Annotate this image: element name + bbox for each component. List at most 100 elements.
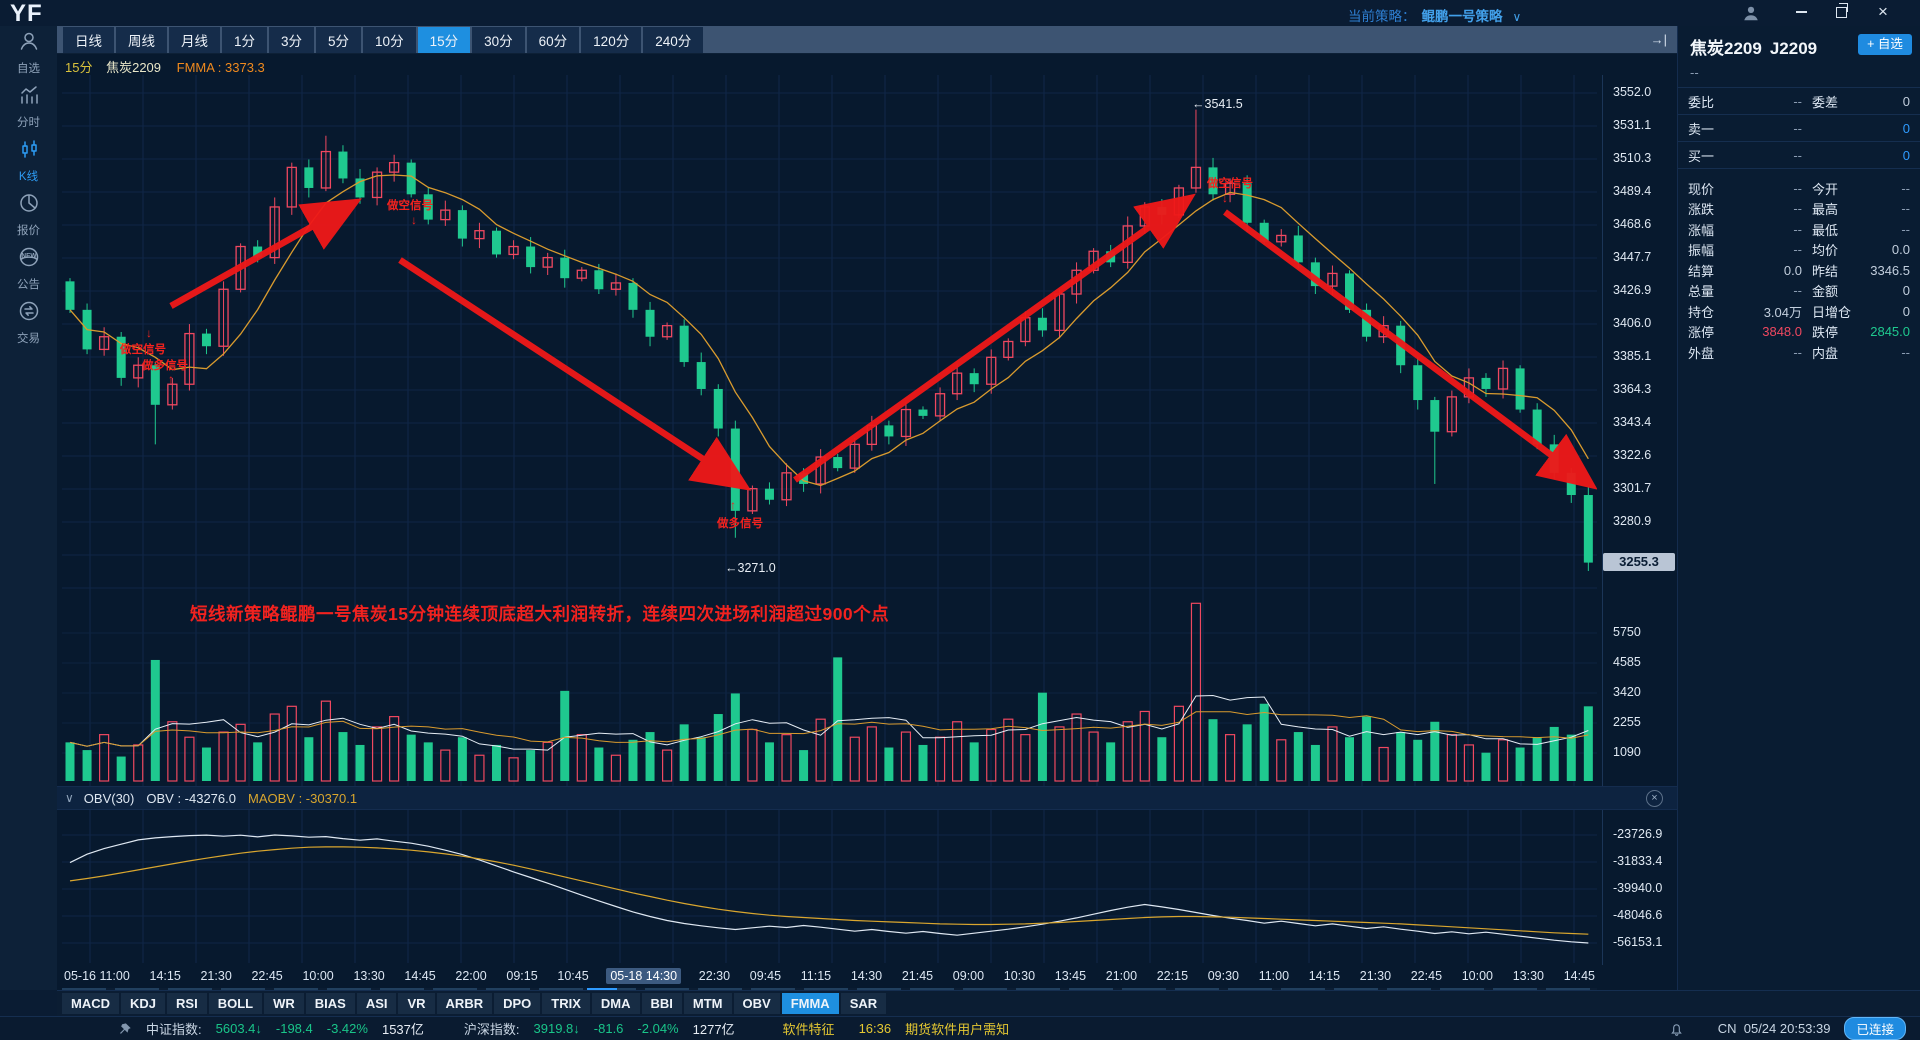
quote-title-row: 焦炭2209 J2209 + 自选 xyxy=(1678,26,1920,60)
price-axis-label: 3552.0 xyxy=(1613,85,1652,99)
timeframe-button-15分[interactable]: 15分 xyxy=(417,26,471,53)
timeframe-list: 日线 周线 月线 1分 3分 5分 10分 15分 30分 60分 120分 240分 xyxy=(63,26,705,53)
quote-field-value: -- xyxy=(1793,147,1802,163)
sidebar-item-公告[interactable]: NEW 公告 xyxy=(0,242,57,296)
indicator-tab-DMA[interactable]: DMA xyxy=(591,993,640,1014)
indicator-tab-TRIX[interactable]: TRIX xyxy=(542,993,590,1014)
strategy-name: 鲲鹏一号策略 xyxy=(1421,9,1503,24)
indicator-tab-FMMA[interactable]: FMMA xyxy=(781,993,839,1014)
sidebar-item-自选[interactable]: 自选 xyxy=(0,26,57,80)
high-price-label: ←3541.5 xyxy=(1192,97,1243,111)
timeframe-button-月线[interactable]: 月线 xyxy=(169,26,220,53)
quote-field-value: 0 xyxy=(1902,147,1910,163)
chevron-down-icon[interactable]: ∨ xyxy=(65,791,74,805)
sidebar-item-label: 分时 xyxy=(17,117,40,129)
indicator-tab-ASI[interactable]: ASI xyxy=(356,993,397,1014)
quote-row: 委比 -- 委差 0 xyxy=(1678,88,1920,115)
obv-axis-label: -56153.1 xyxy=(1613,935,1663,949)
sidebar-item-交易[interactable]: 交易 xyxy=(0,296,57,350)
pin-icon[interactable] xyxy=(118,1022,132,1036)
indicator-tab-DPO[interactable]: DPO xyxy=(494,993,541,1014)
last-price-placeholder: -- xyxy=(1678,60,1920,88)
notice-user-link[interactable]: 期货软件用户需知 xyxy=(905,1022,1010,1037)
indicator-tab-BIAS[interactable]: BIAS xyxy=(305,993,355,1014)
indicator-tab-OBV[interactable]: OBV xyxy=(733,993,780,1014)
indicator-tab-VR[interactable]: VR xyxy=(398,993,435,1014)
indicator-tab-MTM[interactable]: MTM xyxy=(683,993,732,1014)
timeframe-button-120分[interactable]: 120分 xyxy=(581,26,642,53)
indicator-tab-WR[interactable]: WR xyxy=(264,993,304,1014)
timeframe-button-1分[interactable]: 1分 xyxy=(222,26,268,53)
connection-status-badge[interactable]: 已连接 xyxy=(1844,1017,1906,1040)
signal-label-long: 做多信号 xyxy=(142,360,188,372)
timeframe-button-3分[interactable]: 3分 xyxy=(269,26,315,53)
indicator-tab-ARBR[interactable]: ARBR xyxy=(436,993,493,1014)
timeframe-button-60分[interactable]: 60分 xyxy=(526,26,580,53)
notice-feature-link[interactable]: 软件特征 xyxy=(782,1022,835,1037)
quote-row: 涨幅 -- 最低 -- xyxy=(1678,219,1920,240)
timeframe-button-周线[interactable]: 周线 xyxy=(116,26,167,53)
indicator-tab-BOLL[interactable]: BOLL xyxy=(208,993,263,1014)
timeframe-button-30分[interactable]: 30分 xyxy=(472,26,525,53)
timeframe-button-5分[interactable]: 5分 xyxy=(316,26,362,53)
quote-field-label: 内盘 xyxy=(1812,345,1839,361)
sidebar-item-K线[interactable]: K线 xyxy=(0,134,57,188)
chevron-down-icon[interactable]: ∨ xyxy=(1512,10,1522,24)
user-account-icon[interactable] xyxy=(1742,4,1760,22)
sidebar-nav: 自选分时 K线 报价 NEW 公告交易 xyxy=(0,26,58,990)
price-axis-label: 3322.6 xyxy=(1613,448,1652,462)
quote-row: 卖一 -- 0 xyxy=(1678,115,1920,142)
indicator-tab-KDJ[interactable]: KDJ xyxy=(121,993,166,1014)
close-icon[interactable]: × xyxy=(1878,2,1888,21)
time-tick: 09:45 xyxy=(749,969,782,983)
restore-icon[interactable] xyxy=(1826,0,1856,24)
sidebar-item-label: 交易 xyxy=(17,333,40,345)
bell-icon[interactable] xyxy=(1669,1021,1684,1036)
indicator-tab-SAR[interactable]: SAR xyxy=(840,993,887,1014)
index1-amount: 1537亿 xyxy=(381,1022,424,1037)
price-axis-label: 3406.0 xyxy=(1613,316,1652,330)
sidebar-item-分时[interactable]: 分时 xyxy=(0,80,57,134)
sidebar-item-报价[interactable]: 报价 xyxy=(0,188,57,242)
time-axis: 05-16 11:00 14:15 21:30 22:45 10:00 13:30 14:4… xyxy=(62,965,1597,987)
price-axis-label: 3510.3 xyxy=(1613,151,1652,165)
quote-field-value: 2845.0 xyxy=(1870,324,1910,340)
quote-field-label: 均价 xyxy=(1812,243,1839,259)
index1-label: 中证指数: xyxy=(146,1022,202,1037)
timeframe-button-10分[interactable]: 10分 xyxy=(363,26,416,53)
quote-field-label: 总量 xyxy=(1688,284,1715,300)
quote-field-label: 买一 xyxy=(1688,148,1715,164)
candlestick-plot[interactable]: 短线新策略鲲鹏一号焦炭15分钟连续顶底超大利润转折，连续四次进场利润超过900个… xyxy=(62,75,1597,965)
chart-period-label: 15分 xyxy=(65,60,93,75)
time-tick: 13:45 xyxy=(1054,969,1087,983)
timeframe-button-日线[interactable]: 日线 xyxy=(63,26,114,53)
index1-value: 5603.4↓ xyxy=(215,1021,262,1036)
quote-field-label: 今开 xyxy=(1812,181,1839,197)
time-tick: 09:15 xyxy=(506,969,538,983)
quote-field-value: -- xyxy=(1901,180,1910,196)
strategy-selector[interactable]: 当前策略： 鲲鹏一号策略 ∨ xyxy=(1348,5,1521,25)
add-watchlist-button[interactable]: + 自选 xyxy=(1858,34,1912,55)
quote-row: 现价 -- 今开 -- xyxy=(1678,178,1920,199)
quote-field-value: 0.0 xyxy=(1783,262,1802,278)
quote-field-value: -- xyxy=(1793,201,1802,217)
time-tick: 14:30 xyxy=(850,969,883,983)
price-axis-label: 3364.3 xyxy=(1613,382,1652,396)
quote-field-label: 现价 xyxy=(1688,181,1715,197)
chart-canvas[interactable] xyxy=(62,75,1597,965)
intraday-chart-icon xyxy=(18,84,40,111)
collapse-panel-icon[interactable]: →| xyxy=(1650,32,1667,47)
timeframe-button-240分[interactable]: 240分 xyxy=(643,26,704,53)
indicator-tab-RSI[interactable]: RSI xyxy=(167,993,207,1014)
minimize-icon[interactable] xyxy=(1786,0,1816,24)
time-tick: 10:00 xyxy=(302,969,334,983)
price-axis-label: 3489.4 xyxy=(1613,184,1652,198)
user-icon xyxy=(18,30,40,57)
indicator-tab-BBI[interactable]: BBI xyxy=(641,993,682,1014)
close-indicator-icon[interactable]: × xyxy=(1646,789,1663,807)
indicator-tab-MACD[interactable]: MACD xyxy=(62,993,119,1014)
quote-field-value: 0.0 xyxy=(1891,242,1910,258)
quote-field-value: -- xyxy=(1793,93,1802,109)
index2-percent: -2.04% xyxy=(637,1021,679,1036)
